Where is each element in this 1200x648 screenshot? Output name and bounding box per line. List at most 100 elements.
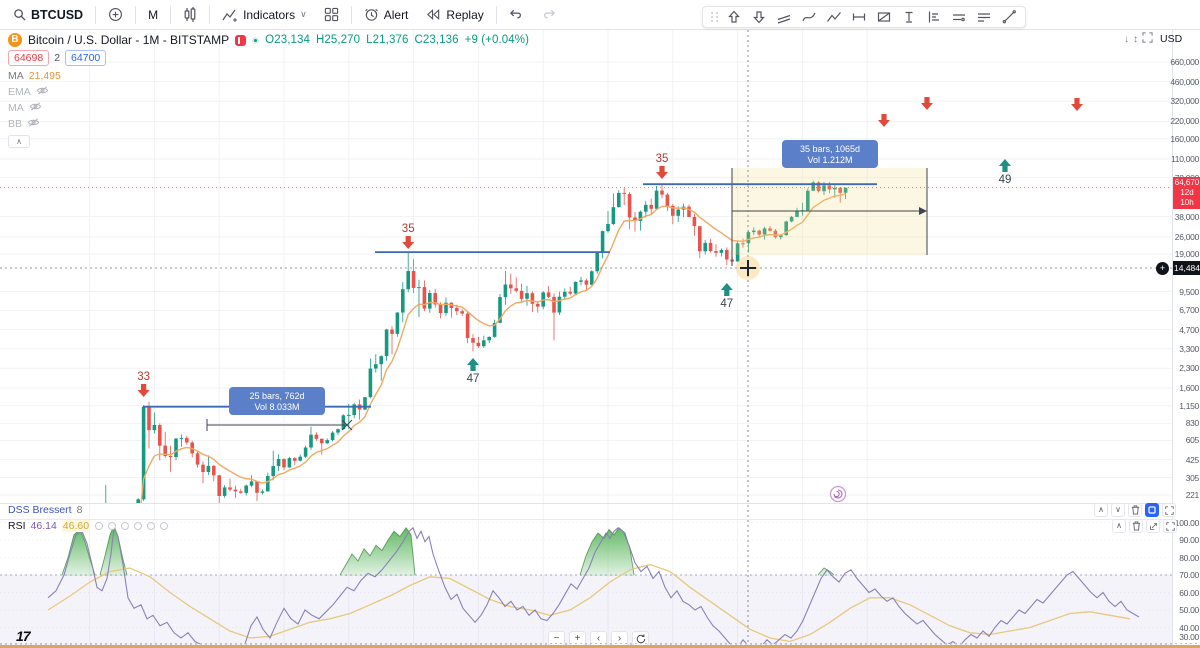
price-tick: 660,000 (1170, 57, 1199, 67)
ask-price[interactable]: 64700 (65, 50, 107, 66)
expand-pane-button[interactable] (1163, 519, 1177, 533)
svg-text:25 bars, 762d: 25 bars, 762d (249, 391, 304, 401)
eye-off-icon[interactable] (27, 117, 40, 131)
anchored-text-tool[interactable] (901, 9, 917, 25)
indicator-ma-row[interactable]: MA 21,495 (8, 70, 529, 82)
divider (95, 5, 97, 24)
brush-tool[interactable] (801, 9, 817, 25)
up-arrow-marker (998, 159, 1011, 172)
detach-pane-button[interactable] (1146, 519, 1160, 533)
move-pane-up-button[interactable]: ∧ (1112, 519, 1126, 533)
price-tick: 38,000 (1174, 212, 1200, 222)
delete-icon[interactable] (134, 522, 143, 530)
eye-icon[interactable] (95, 522, 104, 530)
ema-label: EMA (8, 86, 31, 98)
dss-title[interactable]: DSS Bressert (8, 504, 72, 516)
crosshair-price-badge: 14,484 (1173, 261, 1200, 275)
delete-pane-button[interactable] (1128, 503, 1142, 517)
scale-down-icon[interactable]: ↓ (1124, 33, 1129, 45)
ma-label: MA (8, 70, 24, 82)
undo-button[interactable] (504, 6, 529, 23)
rsi-pane-header[interactable]: RSI 46.14 46.60 (8, 520, 169, 532)
zigzag-tool[interactable] (826, 9, 842, 25)
parallel-lines-tool[interactable] (976, 9, 992, 25)
fullscreen-icon[interactable] (1142, 32, 1153, 46)
interval-button[interactable]: M (148, 7, 159, 22)
alarm-clock-icon (364, 7, 379, 22)
scale-updown-icon[interactable]: ↕ (1133, 33, 1138, 45)
cycle-count-label: 47 (467, 373, 480, 385)
maximize-pane-button[interactable] (1145, 503, 1159, 517)
dss-pane-header[interactable]: DSS Bressert 8 (8, 504, 82, 516)
bitcoin-icon: B (8, 33, 22, 47)
replay-icon (425, 8, 441, 21)
price-tick: 110,000 (1171, 154, 1199, 164)
price-tick: 26,000 (1174, 232, 1200, 242)
layout-grid-button[interactable] (319, 5, 344, 24)
parallel-channel-tool[interactable] (776, 9, 792, 25)
projection-box-tool[interactable] (876, 9, 892, 25)
price-tick: 320,000 (1170, 96, 1199, 106)
eye-off-icon[interactable] (36, 85, 49, 99)
drag-handle[interactable] (711, 12, 719, 22)
source-icon[interactable] (160, 522, 169, 530)
rsi-tick: 30.00 (1179, 632, 1199, 642)
expand-pane-button[interactable] (1162, 503, 1176, 517)
indicators-button[interactable]: Indicators ∨ (217, 6, 312, 24)
rsi-value: 46.14 (30, 520, 57, 532)
ohlc-change: +9 (+0.04%) (464, 34, 530, 46)
divider (495, 5, 497, 24)
indicators-icon (222, 8, 238, 22)
search-icon (13, 8, 26, 21)
move-pane-down-button[interactable]: ∨ (1111, 503, 1125, 517)
down-arrow-marker (137, 384, 150, 397)
chart-style-button[interactable] (178, 5, 202, 24)
dss-param: 8 (76, 504, 83, 516)
measure-ruler (206, 419, 353, 431)
indicator-ma2-row[interactable]: MA (8, 102, 529, 114)
tradingview-logo[interactable]: 17 (16, 628, 31, 644)
trend-line-tool[interactable] (1001, 9, 1017, 25)
replay-button[interactable]: Replay (420, 6, 488, 24)
price-tick: 6,700 (1179, 305, 1199, 315)
add-alert-icon[interactable]: + (1156, 261, 1169, 275)
currency-label[interactable]: USD (1160, 33, 1183, 45)
cycle-count-label: 33 (137, 371, 150, 383)
down-arrow-marker (656, 166, 669, 179)
up-arrow-marker (720, 283, 733, 296)
bid-price[interactable]: 64698 (8, 50, 50, 66)
move-pane-up-button[interactable]: ∧ (1094, 503, 1108, 517)
measure-tool[interactable] (851, 9, 867, 25)
eye-off-icon[interactable] (29, 101, 42, 115)
redo-button[interactable] (536, 6, 561, 23)
alert-mini-icon[interactable] (121, 522, 130, 530)
symbol-row[interactable]: B Bitcoin / U.S. Dollar - 1M - BITSTAMP … (8, 33, 529, 47)
divider (135, 5, 137, 24)
arrow-marker-down-tool[interactable] (751, 9, 767, 25)
add-symbol-button[interactable] (103, 5, 128, 24)
settings-icon[interactable] (108, 522, 117, 530)
price-tick: 221 (1185, 490, 1200, 500)
arrow-marker-up-tool[interactable] (726, 9, 742, 25)
cycle-count-label: 49 (999, 174, 1012, 186)
collapse-legend-button[interactable]: ∧ (8, 135, 30, 148)
price-tick: 2,300 (1179, 363, 1199, 373)
price-tick: 19,000 (1174, 249, 1200, 259)
floating-widget-icon (829, 485, 847, 503)
delete-pane-button[interactable] (1129, 519, 1143, 533)
indicator-bb-row[interactable]: BB (8, 118, 529, 130)
ohlc-high: H25,270 (315, 34, 361, 46)
symbol-search-button[interactable]: BTCUSD (8, 6, 88, 24)
last-price-badge: 64,670 12d 10h (1173, 177, 1200, 209)
rsi-title[interactable]: RSI (8, 520, 26, 532)
horizontal-ray-tool[interactable] (951, 9, 967, 25)
volume-profile-tool[interactable] (926, 9, 942, 25)
rsi-tick: 60.00 (1179, 588, 1199, 598)
price-scale[interactable]: 660,000 460,000 320,000 220,000 160,000 110,0… (1170, 30, 1200, 645)
indicator-ema-row[interactable]: EMA (8, 86, 529, 98)
rsi-tick: 100.00 (1174, 518, 1200, 528)
price-tick: 4,700 (1179, 325, 1199, 335)
alert-button[interactable]: Alert (359, 5, 414, 24)
more-icon[interactable] (147, 522, 156, 530)
